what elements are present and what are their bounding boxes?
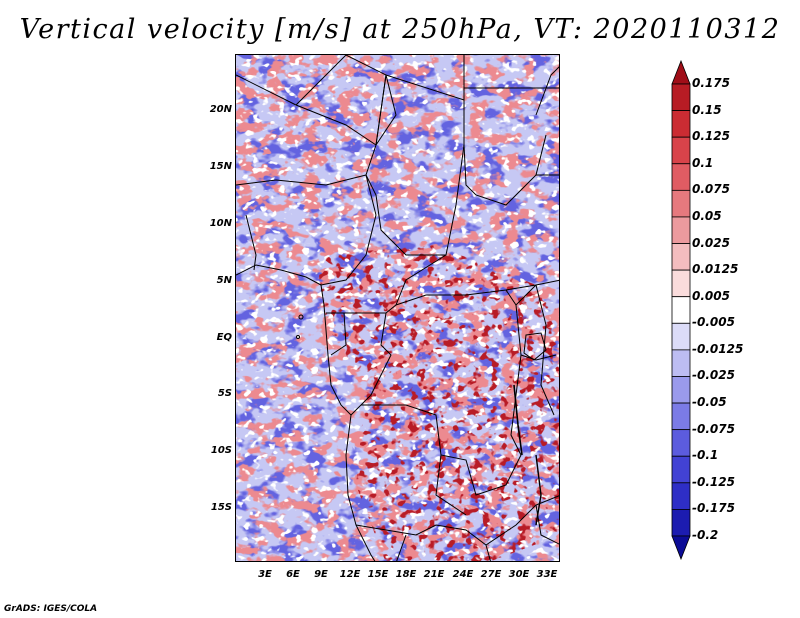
lat-tick-10n: 10N [209, 218, 232, 229]
colorbar-label: -0.075 [692, 421, 735, 436]
footer-credit: GrADS: IGES/COLA [4, 604, 98, 614]
chart-title: Vertical velocity [m/s] at 250hPa, VT: 2… [19, 14, 781, 45]
colorbar-top-triangle [671, 60, 691, 85]
colorbar-label: -0.0125 [692, 341, 744, 356]
lat-tick-5n: 5N [216, 275, 232, 286]
colorbar-box [671, 243, 691, 271]
lon-tick-18e: 18E [395, 569, 417, 580]
colorbar-box [671, 322, 691, 351]
colorbar-label: 0.05 [692, 208, 722, 223]
colorbar-box [671, 83, 691, 111]
lon-tick-33e: 33E [536, 569, 558, 580]
colorbar-box [671, 269, 691, 298]
colorbar-label: -0.025 [692, 368, 735, 383]
lon-tick-9e: 9E [314, 569, 328, 580]
colorbar-label: -0.125 [692, 474, 735, 489]
lat-tick-10s: 10S [210, 445, 232, 456]
vertical-velocity-field [236, 55, 559, 561]
colorbar-box [671, 136, 691, 165]
colorbar-box [671, 402, 691, 431]
colorbar-box [671, 110, 691, 138]
colorbar [671, 60, 691, 560]
lon-tick-24e: 24E [452, 569, 474, 580]
colorbar-label: -0.05 [692, 395, 727, 410]
colorbar-label: 0.075 [692, 182, 730, 197]
colorbar-box [671, 163, 691, 191]
colorbar-box [671, 482, 691, 510]
lon-tick-3e: 3E [258, 569, 272, 580]
colorbar-label: 0.125 [692, 129, 730, 144]
colorbar-box [671, 376, 691, 404]
lon-tick-15e: 15E [367, 569, 389, 580]
colorbar-box [671, 455, 691, 484]
colorbar-label: 0.15 [692, 102, 722, 117]
lon-tick-27e: 27E [480, 569, 502, 580]
colorbar-box [671, 429, 691, 457]
colorbar-label: 0.005 [692, 288, 730, 303]
colorbar-label: 0.1 [692, 155, 714, 170]
lon-tick-12e: 12E [339, 569, 361, 580]
lat-tick-20n: 20N [209, 104, 232, 115]
colorbar-box [671, 216, 691, 244]
near-zero-velocity-patches [236, 55, 559, 561]
lat-tick-5s: 5S [217, 388, 232, 399]
lon-tick-21e: 21E [423, 569, 445, 580]
lat-tick-15n: 15N [209, 161, 232, 172]
lon-tick-30e: 30E [508, 569, 530, 580]
colorbar-label: -0.2 [692, 528, 719, 542]
map-panel [235, 54, 560, 562]
lat-tick-eq: EQ [216, 332, 232, 343]
colorbar-box [671, 349, 691, 377]
colorbar-label: -0.1 [692, 448, 719, 463]
lat-tick-15s: 15S [210, 502, 232, 513]
colorbar-label: 0.025 [692, 235, 730, 250]
colorbar-label: -0.005 [692, 315, 735, 330]
colorbar-label: 0.175 [692, 76, 730, 90]
colorbar-bottom-triangle [671, 535, 691, 560]
lon-tick-6e: 6E [286, 569, 300, 580]
coastlines-borders [236, 55, 559, 561]
colorbar-box [671, 296, 691, 324]
colorbar-label: -0.175 [692, 501, 735, 516]
colorbar-box [671, 509, 691, 537]
colorbar-box [671, 189, 691, 218]
colorbar-label: 0.0125 [692, 262, 739, 277]
